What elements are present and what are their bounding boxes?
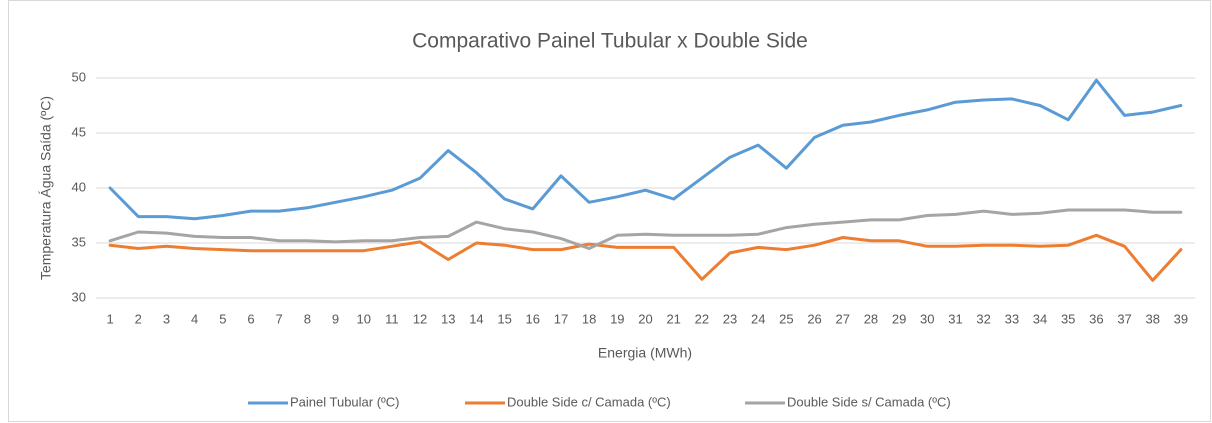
x-tick-label: 30 xyxy=(920,311,934,326)
x-tick-label: 35 xyxy=(1061,311,1075,326)
x-tick-label: 12 xyxy=(413,311,427,326)
x-tick-label: 15 xyxy=(497,311,511,326)
x-tick-label: 29 xyxy=(892,311,906,326)
x-tick-label: 8 xyxy=(304,311,311,326)
x-tick-label: 9 xyxy=(332,311,339,326)
series-line xyxy=(108,78,1183,221)
x-tick-label: 38 xyxy=(1145,311,1159,326)
x-tick-label: 5 xyxy=(219,311,226,326)
x-tick-label: 10 xyxy=(356,311,370,326)
x-tick-label: 17 xyxy=(554,311,568,326)
x-tick-label: 20 xyxy=(638,311,652,326)
x-tick-label: 2 xyxy=(135,311,142,326)
x-tick-label: 4 xyxy=(191,311,198,326)
x-tick-label: 3 xyxy=(163,311,170,326)
x-tick-label: 36 xyxy=(1089,311,1103,326)
x-tick-label: 24 xyxy=(751,311,765,326)
x-tick-label: 1 xyxy=(106,311,113,326)
x-tick-label: 28 xyxy=(864,311,878,326)
x-tick-label: 27 xyxy=(836,311,850,326)
x-tick-label: 7 xyxy=(276,311,283,326)
y-tick-label: 50 xyxy=(72,69,86,84)
x-tick-label: 6 xyxy=(247,311,254,326)
chart-border xyxy=(8,0,1211,422)
series-line xyxy=(108,233,1183,282)
legend-label: Painel Tubular (ºC) xyxy=(290,394,400,409)
legend-label: Double Side c/ Camada (ºC) xyxy=(507,394,671,409)
x-axis-label: Energia (MWh) xyxy=(598,345,692,361)
x-tick-label: 31 xyxy=(948,311,962,326)
chart-title: Comparativo Painel Tubular x Double Side xyxy=(412,30,808,53)
y-tick-label: 30 xyxy=(72,289,86,304)
x-tick-label: 16 xyxy=(526,311,540,326)
x-tick-label: 14 xyxy=(469,311,483,326)
x-tick-label: 39 xyxy=(1174,311,1188,326)
x-tick-label: 21 xyxy=(666,311,680,326)
x-tick-label: 34 xyxy=(1033,311,1047,326)
x-tick-label: 23 xyxy=(723,311,737,326)
x-tick-label: 19 xyxy=(610,311,624,326)
x-tick-label: 37 xyxy=(1117,311,1131,326)
x-tick-label: 11 xyxy=(385,311,399,326)
y-axis-label: Temperatura Água Saída (ºC) xyxy=(38,96,54,280)
x-tick-label: 32 xyxy=(976,311,990,326)
x-tick-label: 26 xyxy=(807,311,821,326)
y-tick-label: 35 xyxy=(72,234,86,249)
legend-label: Double Side s/ Camada (ºC) xyxy=(787,394,951,409)
series-line xyxy=(108,208,1183,250)
x-tick-label: 33 xyxy=(1005,311,1019,326)
x-tick-label: 25 xyxy=(779,311,793,326)
y-tick-label: 40 xyxy=(72,179,86,194)
x-tick-label: 13 xyxy=(441,311,455,326)
x-tick-label: 22 xyxy=(695,311,709,326)
y-tick-label: 45 xyxy=(72,124,86,139)
x-tick-label: 18 xyxy=(582,311,596,326)
